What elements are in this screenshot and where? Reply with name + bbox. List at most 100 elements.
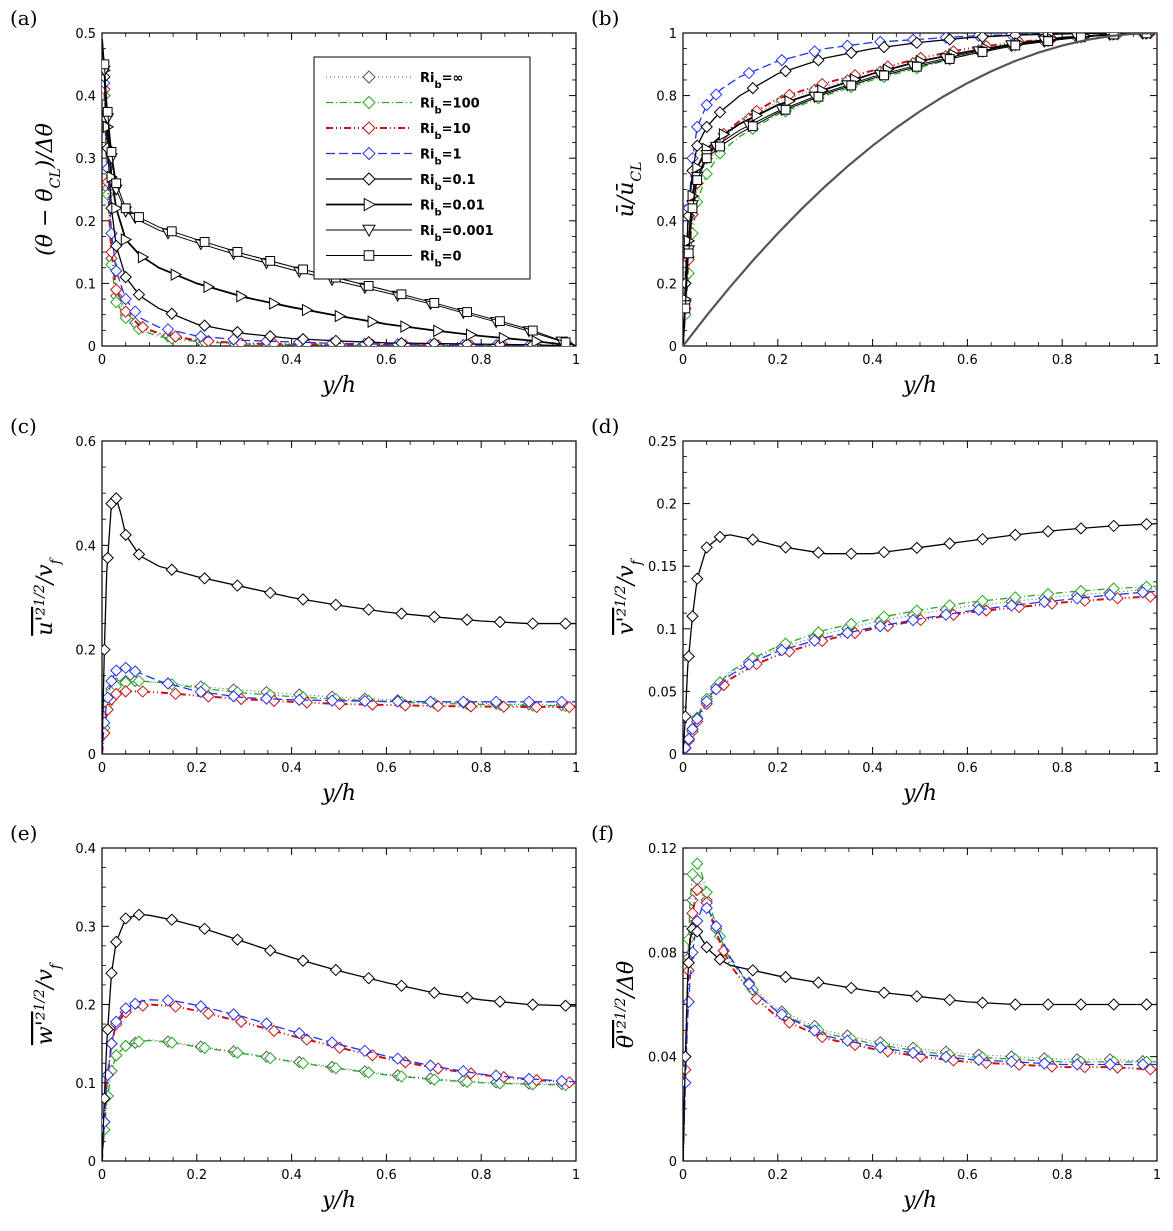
panel-c-series-4-marker (296, 593, 310, 606)
panel-d-xtick-label: 0.2 (767, 761, 788, 776)
panel-c-ytick-label: 0.4 (75, 539, 96, 554)
panel-e-series-4-marker (296, 954, 310, 967)
panel-d-series-1-marker (1009, 591, 1022, 604)
panel-b-series-4-marker (700, 120, 713, 134)
panel-b-series-3-marker (775, 53, 789, 67)
panel-a-series-5-marker (120, 233, 133, 246)
panel-b-frame (682, 32, 1158, 347)
panel-e-series-3-marker (424, 1059, 437, 1072)
panel-c-series-4-marker (132, 548, 146, 561)
panel-d-series-4-marker (943, 537, 956, 550)
panel-b-ylabel: ū/ūCL (614, 162, 645, 218)
panel-d-series-4-marker (686, 610, 699, 623)
panel-c-series-3-marker (424, 695, 437, 709)
panel-b-series-4-marker (746, 81, 759, 95)
panel-e-series-4-marker (493, 995, 507, 1008)
panel-c: 0 0.2 0.4 0.6 0.8 1 0 0.2 0.4 0.6 y/h u'²1/2/vf (c) (10, 414, 580, 806)
panel-b-series-0-line (683, 33, 1157, 346)
panel-c-series-2-line (102, 690, 576, 754)
panel-c-series-3-marker (489, 695, 503, 709)
panel-d-series-3-marker (972, 603, 985, 616)
panel-a-series-4-marker (165, 307, 178, 320)
panel-c-series-4-marker (428, 610, 441, 624)
panel-e-series-3-marker (489, 1069, 503, 1082)
panel-d-series-3-marker (709, 683, 723, 696)
panel-a-ytick-label: 0.5 (75, 27, 96, 42)
panel-a-series-5-marker (433, 324, 445, 338)
panel-f-series-4-marker (877, 986, 891, 999)
panel-f-series-1-marker (691, 857, 704, 870)
panel-f-series-4-line (683, 927, 1157, 1161)
panel-f-xtick-label: 0.2 (767, 1168, 788, 1183)
panel-d-series-3-marker (775, 643, 789, 657)
panel-c-series-3-marker (555, 695, 568, 709)
panel-e-series-4-marker (231, 933, 244, 946)
panel-a-xtick-label: 1 (572, 353, 580, 368)
panel-f-series-2-marker (816, 1030, 829, 1044)
panel-e-series-4-marker (362, 971, 375, 985)
panel-c-ytick-label: 0 (88, 748, 96, 763)
panel-a-series-7-marker (396, 289, 407, 300)
panel-d-series-4-marker (976, 532, 989, 546)
panel-f-series-3-marker (742, 977, 756, 991)
panel-b-series-4-marker (976, 33, 989, 44)
panel-a-series-2-marker (169, 330, 182, 343)
panel-d-series-4-marker (812, 546, 825, 559)
panel-d-ytick-label: 0.05 (648, 685, 677, 700)
panel-b-series-1-line (683, 33, 1157, 346)
panel-c-series-3-marker (110, 664, 123, 677)
panel-e-xtick-label: 1 (572, 1168, 580, 1183)
panel-d-ytick-label: 0.2 (656, 498, 677, 513)
panel-c-xtick-label: 0 (98, 761, 106, 776)
panel-e-series-4-marker (105, 966, 118, 980)
panel-f-xtick-label: 1 (1153, 1168, 1161, 1183)
panel-b-series-7-marker (813, 91, 824, 102)
panel-d-series-1-marker (812, 626, 825, 639)
panel-e-xlabel: y/h (321, 1188, 356, 1213)
panel-d-series-4-marker (877, 545, 891, 559)
panel-a-series-7-marker (106, 147, 117, 157)
panel-a-series-4-marker (264, 330, 277, 343)
panel-d: 0 0.2 0.4 0.6 0.8 1 0 0.05 0.1 0.15 0.2 0.25 y/h v'²1… (591, 414, 1161, 806)
panel-d-series-3-marker (841, 626, 854, 640)
legend-label: Rib=10 (420, 122, 471, 142)
panel-f-series-1-marker (686, 867, 699, 881)
panel-e-series-4-marker (460, 991, 474, 1004)
panel-b-series-7-marker (747, 121, 758, 132)
panel-d-series-4-marker (683, 650, 695, 663)
panel-a-tag: (a) (10, 6, 38, 30)
panel-a-series-5-marker (367, 315, 380, 329)
panel-c-series-2-marker (431, 699, 445, 713)
panel-f-series-4-marker (845, 981, 858, 995)
panel-c-series-4-marker (493, 615, 507, 629)
panel-c-xtick-label: 0.4 (281, 761, 302, 776)
panel-b-series-7-marker (977, 47, 988, 57)
panel-e-series-2-marker (300, 1033, 314, 1046)
legend-label: Rib=0.001 (420, 224, 494, 244)
panel-f-ylabel: θ'²1/2/Δθ (613, 961, 639, 1048)
panel-a-series-4-marker (132, 288, 146, 301)
panel-a-series-4-marker (428, 337, 441, 346)
legend-entry: Rib=0.01 (326, 197, 485, 219)
panel-c-series-2-marker (119, 685, 132, 698)
panel-b-series-5-marker (687, 189, 700, 203)
panel-e-ytick-label: 0.4 (75, 842, 96, 857)
panel-e-series-4-marker (395, 979, 408, 993)
panel-c-ytick-label: 0.6 (75, 435, 96, 450)
panel-e-series-4-marker (165, 913, 178, 926)
panel-f-series-2-marker (691, 883, 704, 896)
panel-e-series-1-marker (362, 1066, 375, 1079)
panel-a-series-3-marker (110, 264, 123, 278)
legend-label: Rib=0.01 (420, 199, 485, 219)
panel-b-xtick-label: 0.6 (957, 353, 978, 368)
panel-c-series-3-marker (293, 693, 306, 707)
panel-d-xtick-label: 1 (1153, 761, 1161, 776)
panel-b-series-7-marker (780, 104, 791, 115)
panel-f-xtick-label: 0.6 (957, 1168, 978, 1183)
panel-b-xtick-label: 0 (679, 353, 687, 368)
panel-e-series-4-marker (428, 986, 441, 1000)
panel-f-series-4-marker (976, 996, 989, 1009)
svg-text:v'²1/2/vf: v'²1/2/vf (613, 557, 645, 635)
legend-marker (363, 197, 377, 212)
legend-label: Rib=∞ (420, 71, 463, 91)
